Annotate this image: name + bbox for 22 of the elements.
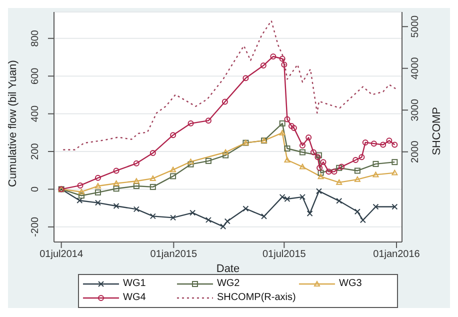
x-tick-label: 01jul2014 bbox=[40, 249, 84, 260]
y2-tick-label: 5000 bbox=[410, 15, 421, 38]
legend-label: WG4 bbox=[123, 291, 146, 305]
y-tick-label: -200 bbox=[30, 216, 41, 237]
y-tick-label: 400 bbox=[30, 105, 41, 122]
x-tick-label: 01jan2016 bbox=[373, 249, 420, 260]
y2-tick-label: 4000 bbox=[410, 56, 421, 80]
y-axis-title: Cumulative flow (bil Yuan) bbox=[6, 60, 19, 187]
legend-label: WG2 bbox=[216, 277, 240, 291]
x-axis-title: Date bbox=[216, 263, 240, 275]
legend-label: SHCOMP(R-axis) bbox=[216, 291, 296, 305]
x-tick-label: 01jan2015 bbox=[150, 249, 198, 260]
y-tick-label: 200 bbox=[30, 142, 41, 160]
y-tick-label: 600 bbox=[30, 67, 41, 84]
legend-label: WG1 bbox=[123, 277, 146, 291]
x-tick-label: 01jul2015 bbox=[262, 249, 306, 260]
y-tick-label: 0 bbox=[30, 186, 41, 192]
y2-tick-label: 2000 bbox=[410, 140, 421, 163]
legend-label: WG3 bbox=[339, 277, 362, 291]
y2-tick-label: 3000 bbox=[410, 98, 421, 122]
y-tick-label: 800 bbox=[30, 30, 41, 47]
y2-axis-title: SHCOMP bbox=[430, 107, 443, 156]
